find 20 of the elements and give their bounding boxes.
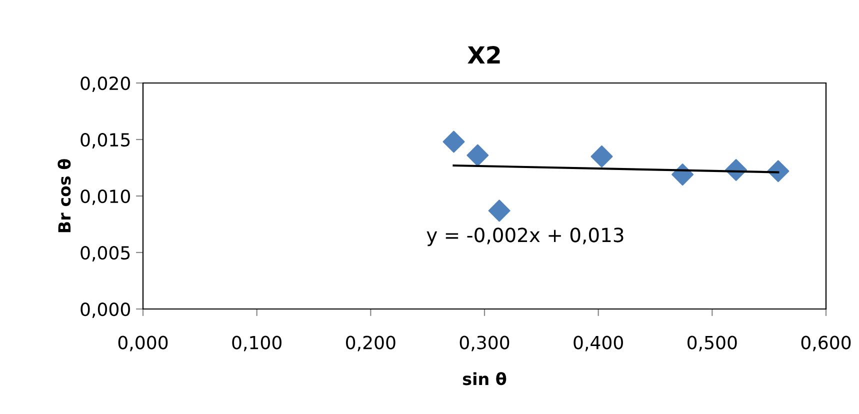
y-tick-label: 0,020 <box>80 76 130 92</box>
annotation: y = -0,002x + 0,013 <box>426 228 624 246</box>
x-tick-label: 0,200 <box>346 336 396 352</box>
x-tick-label: 0,300 <box>460 336 510 352</box>
x-tick-label: 0,100 <box>232 336 282 352</box>
point <box>442 130 465 153</box>
y-tick-label: 0,000 <box>80 302 130 318</box>
y-tick-label: 0,010 <box>80 189 130 205</box>
y-tick-label: 0,015 <box>80 132 130 148</box>
point <box>466 144 489 166</box>
x-tick-label: 0,600 <box>801 336 851 352</box>
x-tick-label: 0,400 <box>574 336 623 352</box>
x-axis-title: sin θ <box>462 372 506 386</box>
y-tick-label: 0,005 <box>80 246 130 262</box>
y-axis-title: Br cos θ <box>58 159 71 232</box>
x-tick-label: 0,500 <box>688 336 737 352</box>
chart-title: X2 <box>468 46 500 64</box>
x-tick-label: 0,000 <box>118 336 168 352</box>
point <box>590 145 613 168</box>
point <box>488 200 510 222</box>
